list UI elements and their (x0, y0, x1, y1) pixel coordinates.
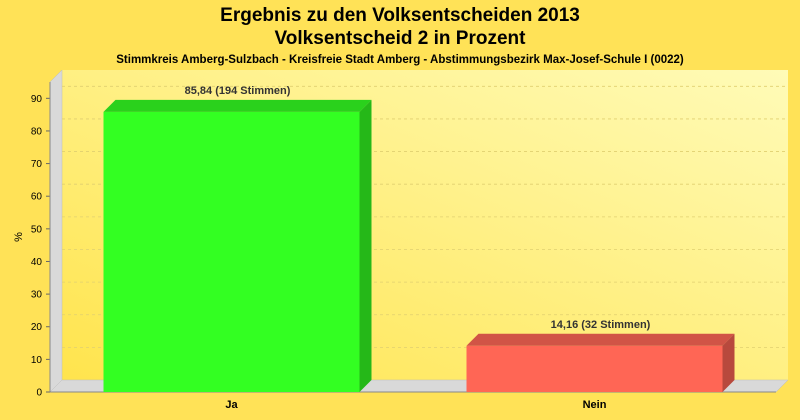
x-tick-label: Nein (583, 399, 607, 411)
plot-left-wall (49, 69, 63, 393)
chart-title: Ergebnis zu den Volksentscheiden 2013 (220, 5, 580, 26)
y-tick-label: 10 (31, 355, 43, 366)
y-tick-label: 60 (31, 192, 43, 203)
chart-subtitle: Volksentscheid 2 in Prozent (274, 28, 526, 49)
y-tick-label: 40 (31, 257, 43, 268)
y-tick-label: 90 (31, 94, 43, 105)
bar-top (103, 99, 372, 112)
y-tick-label: 0 (36, 388, 42, 399)
bar-nein (466, 333, 735, 392)
bar-front (466, 345, 723, 392)
bar-top (466, 333, 735, 346)
y-tick-label: 80 (31, 126, 43, 137)
data-label: 85,84 (194 Stimmen) (185, 85, 291, 97)
y-axis-label: % (13, 232, 25, 242)
y-tick-label: 50 (31, 224, 43, 235)
x-tick-label: Ja (225, 399, 238, 411)
chart-subsubtitle: Stimmkreis Amberg-Sulzbach - Kreisfreie … (116, 54, 684, 66)
bar-side (359, 99, 372, 392)
bar-front (103, 111, 360, 392)
bar-side (722, 333, 735, 392)
y-tick-label: 20 (31, 322, 43, 333)
y-tick-label: 70 (31, 159, 43, 170)
data-label: 14,16 (32 Stimmen) (551, 319, 651, 331)
y-tick-label: 30 (31, 290, 43, 301)
bar-ja (103, 99, 372, 392)
